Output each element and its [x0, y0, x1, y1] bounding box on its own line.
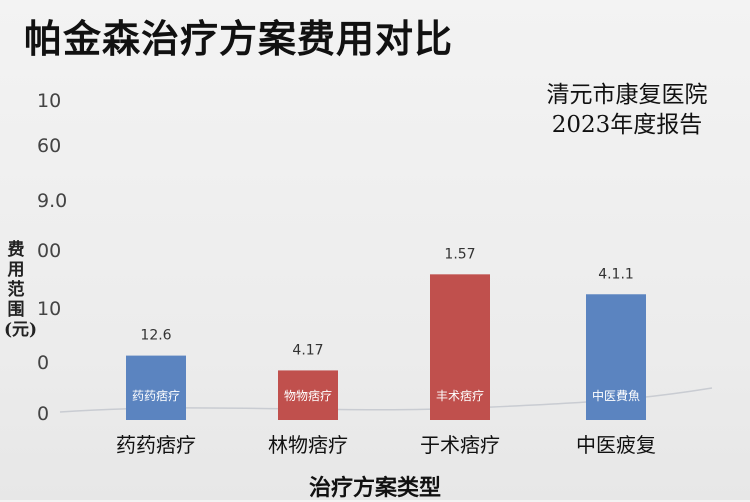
chart-title: 帕金森治疗方案费用对比: [24, 16, 454, 61]
y-tick-label: 00: [37, 240, 61, 262]
bar-data-label: 4.17: [292, 342, 323, 358]
bar-inner-label: 丰术痞疗: [436, 388, 484, 403]
bar: [586, 294, 646, 420]
bar: [430, 274, 490, 420]
bar-data-label: 4.1.1: [598, 266, 634, 282]
y-tick-label: 9.0: [37, 190, 67, 212]
x-tick-label: 林物痞疗: [268, 433, 348, 457]
y-tick-label: 10: [37, 90, 61, 112]
y-tick-label: 0: [37, 403, 49, 425]
subtitle-line-2: 2023年度报告: [551, 112, 703, 138]
bar: [278, 370, 338, 420]
bar-data-label: 1.57: [444, 246, 475, 262]
x-tick-label: 中医疲复: [576, 433, 656, 457]
x-tick-label: 于术痞疗: [420, 433, 500, 457]
subtitle-line-1: 清元市康复医院: [546, 82, 708, 108]
x-tick-label: 药药痞疗: [116, 433, 196, 457]
bar: [126, 355, 186, 420]
y-tick-label: 10: [37, 298, 61, 320]
y-tick-label: 60: [37, 135, 61, 157]
chart-subtitle: 清元市康复医院 2023年度报告: [522, 80, 732, 140]
bar-inner-label: 物物痞疗: [284, 388, 332, 403]
y-tick-label: 0: [37, 352, 49, 374]
x-axis-label: 治疗方案类型: [308, 475, 441, 501]
bar-inner-label: 药药痞疗: [132, 388, 180, 403]
bar-inner-label: 中医費魚: [592, 388, 640, 403]
bar-data-label: 12.6: [140, 328, 171, 344]
